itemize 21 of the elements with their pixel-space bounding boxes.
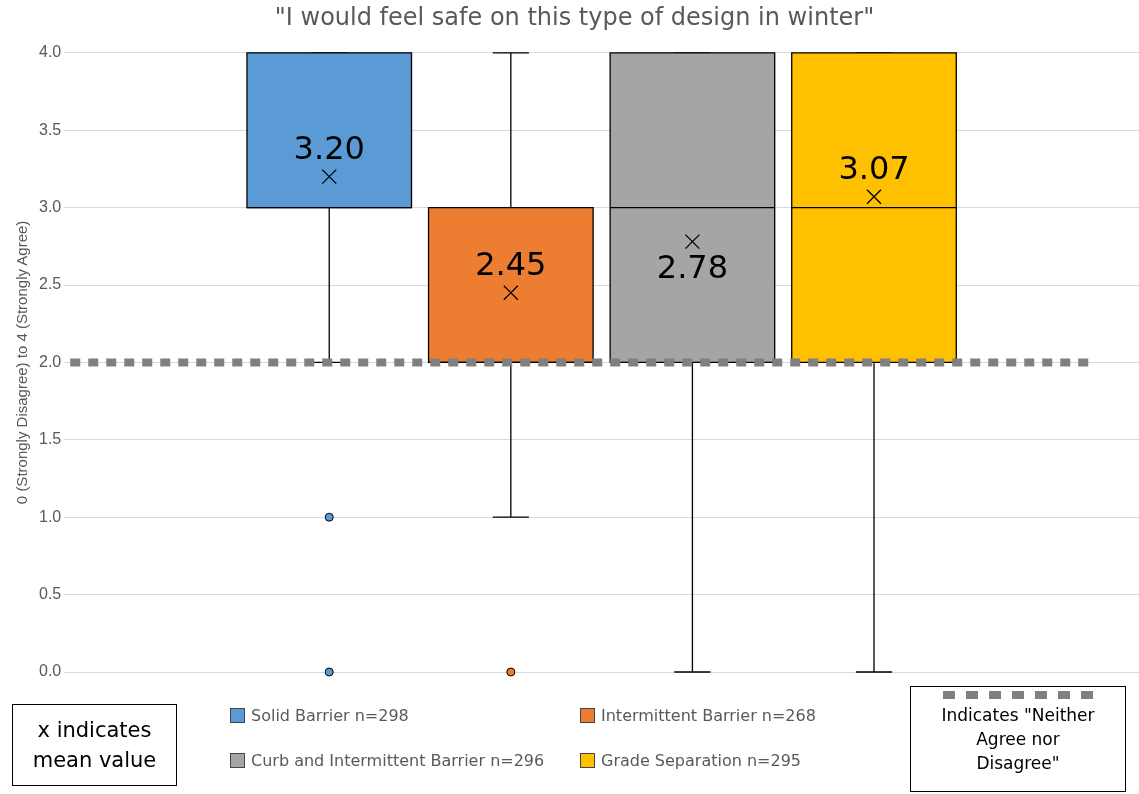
text: Indicates "Neither Agree nor Disagree" [940, 704, 1096, 775]
chart-title: "I would feel safe on this type of design in winter" [274, 2, 875, 31]
y-tick-label: 1.5 [38, 430, 62, 448]
legend-label: Grade Separation n=295 [601, 751, 802, 770]
legend-label: Curb and Intermittent Barrier n=296 [251, 751, 545, 770]
legend-label: Intermittent Barrier n=268 [601, 706, 816, 725]
annotation: 3.07 [838, 149, 910, 188]
y-axis-title: 0 (Strongly Disagree) to 4 (Strongly Agree) [13, 220, 31, 505]
y-tick-label: 2.5 [38, 275, 62, 293]
y-tick-label: 0.0 [38, 662, 62, 680]
annotation: 2.45 [475, 245, 547, 284]
y-tick-label: 3.0 [38, 198, 62, 216]
legend-label: Solid Barrier n=298 [251, 706, 409, 725]
y-tick-label: 2.0 [38, 352, 62, 370]
y-tick-label: 0.5 [38, 585, 62, 603]
y-tick-label: 4.0 [38, 43, 62, 61]
text: x indicates mean value [12, 704, 177, 786]
y-tick-label: 3.5 [38, 120, 62, 138]
annotation: 2.78 [656, 247, 729, 286]
y-tick-label: 1.0 [38, 507, 62, 525]
annotation: 3.20 [293, 128, 365, 167]
